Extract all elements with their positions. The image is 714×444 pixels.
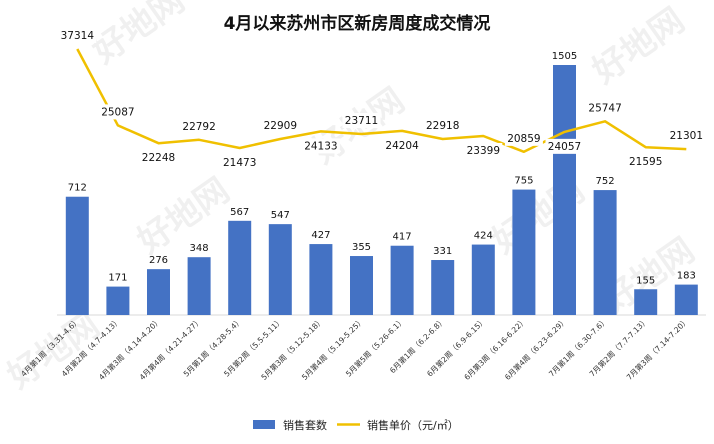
x-tick-labels: 4月第1周（3.31-4.6）4月第2周（4.7-4.13）4月第3周（4.14…	[19, 315, 691, 382]
price-label-background	[220, 155, 259, 170]
bar	[65, 196, 89, 315]
price-value-label: 22248	[142, 152, 175, 164]
bar-value-label: 547	[271, 210, 290, 221]
bar	[187, 257, 211, 315]
bar-series	[65, 65, 698, 315]
price-value-label: 25087	[101, 106, 134, 118]
bar	[553, 65, 576, 315]
price-label-background	[626, 154, 665, 170]
price-label-background	[261, 118, 300, 134]
price-value-label: 24057	[548, 141, 581, 153]
bar-value-label: 171	[108, 273, 127, 284]
bar-value-label: 276	[149, 255, 168, 266]
bar	[471, 244, 495, 315]
bar-value-label: 183	[677, 271, 696, 282]
price-value-label: 20859	[507, 133, 540, 145]
price-label-background	[98, 104, 137, 120]
price-value-label: 37314	[61, 30, 95, 42]
price-label-background	[423, 117, 462, 133]
bar-value-label: 331	[433, 246, 452, 257]
bar-value-label: 417	[393, 232, 412, 243]
bar-value-label: 567	[230, 207, 249, 218]
bar-value-label: 755	[514, 176, 533, 187]
bar-value-label: 752	[596, 176, 615, 187]
watermark-text: 好地网	[585, 0, 692, 92]
price-value-label: 23711	[345, 115, 378, 127]
bar-value-label: 355	[352, 242, 371, 253]
price-label-background	[504, 130, 543, 146]
price-value-label: 22792	[182, 121, 215, 133]
bar-value-label: 348	[190, 243, 209, 254]
bar	[147, 269, 170, 315]
bar-value-label: 712	[68, 183, 87, 194]
bar	[228, 220, 252, 315]
bar	[674, 284, 698, 315]
bar-value-label: 1505	[552, 51, 577, 62]
bar	[634, 289, 658, 315]
legend-line-label: 销售单价（元/㎡）	[367, 418, 459, 432]
line-series	[76, 48, 687, 154]
bar	[390, 245, 414, 315]
price-label-background	[464, 142, 503, 158]
bar	[309, 244, 333, 315]
price-value-label: 21473	[223, 157, 256, 169]
bar-value-label: 155	[636, 275, 655, 286]
price-label-background	[545, 138, 584, 154]
price-value-label: 21595	[629, 156, 662, 168]
price-value-label: 24133	[304, 140, 337, 152]
price-label-background	[180, 118, 219, 134]
price-line	[76, 48, 687, 154]
legend-bar-label: 销售套数	[283, 418, 327, 432]
price-label-background	[342, 113, 381, 129]
bar-value-label: 424	[474, 231, 493, 242]
price-label-background	[586, 100, 625, 116]
price-value-label: 22918	[426, 120, 459, 132]
watermark-text: 好地网	[85, 0, 192, 72]
bar	[512, 189, 536, 315]
bar-value-label: 427	[311, 230, 330, 241]
price-label-background	[667, 128, 706, 144]
price-value-label: 22909	[264, 120, 297, 132]
price-value-label: 21301	[670, 130, 703, 142]
bar	[431, 260, 455, 315]
price-label-background	[139, 150, 178, 166]
price-label-background	[58, 28, 97, 43]
bar	[106, 286, 130, 315]
price-value-label: 23399	[467, 145, 500, 157]
legend: 销售套数 销售单价（元/㎡）	[253, 418, 459, 432]
chart-title: 4月以来苏州市区新房周度成交情况	[224, 13, 491, 34]
watermark-text: 好地网	[130, 170, 237, 262]
bar	[350, 256, 373, 315]
bar-data-labels: 712 171 276 348 567 547 427 355 417 331 424 755 1505…	[68, 51, 696, 286]
line-data-labels: 37314 25087 22248 22792 21473 22909 24133 23711…	[58, 28, 706, 170]
legend-bar-swatch	[253, 420, 275, 429]
price-label-background	[383, 137, 422, 153]
price-label-background	[301, 138, 340, 154]
price-value-label: 24204	[385, 140, 419, 152]
bar	[268, 224, 292, 315]
price-value-label: 25747	[588, 102, 621, 114]
bar	[593, 190, 617, 315]
